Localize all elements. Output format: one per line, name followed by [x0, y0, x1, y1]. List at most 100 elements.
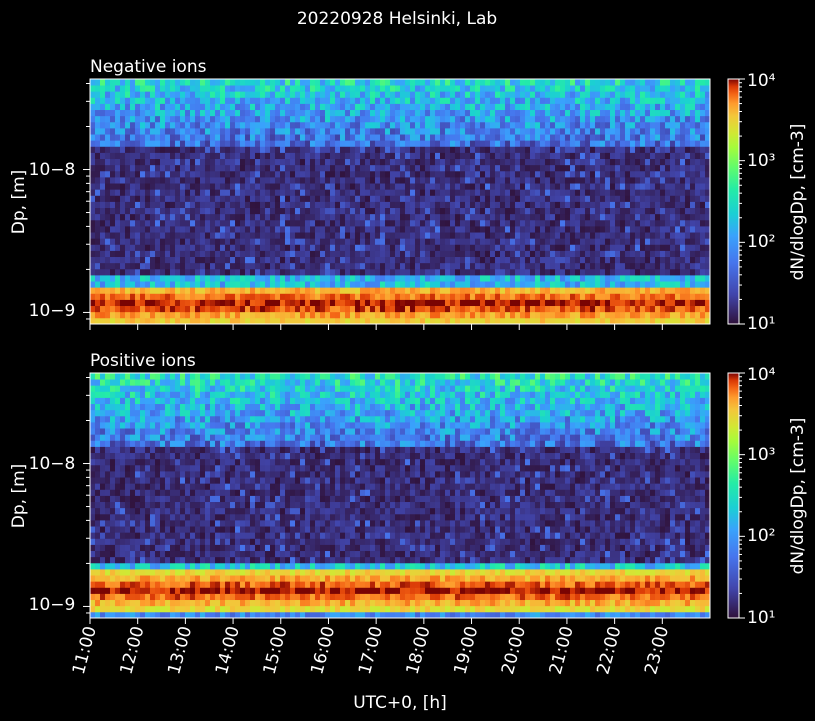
heatmap-cell [550, 268, 556, 276]
heatmap-cell [105, 201, 111, 209]
heatmap-cell [470, 281, 476, 288]
heatmap-cell [205, 207, 211, 215]
heatmap-cell [615, 103, 621, 111]
heatmap-cell [200, 158, 206, 166]
heatmap-cell [155, 152, 161, 160]
heatmap-cell [655, 256, 661, 264]
heatmap-cell [380, 207, 386, 215]
heatmap-cell [115, 152, 121, 160]
heatmap-cell [365, 256, 371, 264]
heatmap-cell [350, 164, 356, 172]
heatmap-cell [120, 103, 126, 111]
heatmap-cell [570, 226, 576, 233]
heatmap-cell [700, 305, 706, 313]
heatmap-cell [310, 281, 316, 288]
heatmap-cell [660, 311, 666, 319]
heatmap-cell [635, 268, 641, 276]
heatmap-cell [675, 103, 681, 111]
heatmap-cell [500, 311, 506, 319]
heatmap-cell [210, 134, 216, 141]
heatmap-cell [680, 201, 686, 209]
heatmap-cell [190, 207, 196, 215]
heatmap-cell [280, 226, 286, 233]
heatmap-cell [125, 109, 131, 117]
heatmap-cell [515, 183, 521, 190]
heatmap-cell [160, 207, 166, 215]
heatmap-cell [650, 109, 656, 117]
heatmap-cell [705, 201, 711, 209]
heatmap-cell [355, 134, 361, 141]
heatmap-cell [595, 207, 601, 215]
heatmap-cell [520, 146, 526, 153]
heatmap-cell [465, 244, 471, 251]
heatmap-cell [140, 177, 146, 184]
heatmap-cell [365, 268, 371, 276]
heatmap-cell [415, 103, 421, 111]
heatmap-cell [200, 177, 206, 184]
heatmap-cell [615, 299, 621, 307]
heatmap-cell [210, 170, 216, 178]
heatmap-cell [115, 305, 121, 313]
heatmap-cell [480, 238, 486, 245]
heatmap-cell [265, 201, 271, 209]
heatmap-cell [405, 262, 411, 270]
heatmap-cell [605, 79, 611, 86]
heatmap-cell [370, 158, 376, 166]
heatmap-cell [240, 115, 246, 123]
heatmap-cell [530, 103, 536, 111]
heatmap-cell [415, 109, 421, 117]
heatmap-cell [220, 85, 226, 92]
heatmap-cell [625, 219, 631, 227]
heatmap-cell [585, 128, 591, 135]
heatmap-cell [175, 262, 181, 270]
heatmap-cell [150, 281, 156, 288]
heatmap-cell [485, 232, 491, 239]
heatmap-cell [130, 79, 136, 86]
heatmap-cell [340, 170, 346, 178]
heatmap-cell [90, 256, 96, 264]
heatmap-cell [690, 226, 696, 233]
heatmap-cell [635, 311, 641, 319]
heatmap-cell [540, 201, 546, 209]
heatmap-cell [345, 219, 351, 227]
heatmap-cell [145, 134, 151, 141]
heatmap-cell [320, 128, 326, 135]
heatmap-cell [655, 201, 661, 209]
heatmap-cell [265, 109, 271, 117]
heatmap-cell [410, 128, 416, 135]
heatmap-cell [650, 164, 656, 172]
heatmap-cell [155, 140, 161, 147]
heatmap-cell [475, 299, 481, 307]
heatmap-cell [625, 128, 631, 135]
heatmap-cell [475, 256, 481, 264]
heatmap-cell [355, 164, 361, 172]
heatmap-cell [240, 170, 246, 178]
heatmap-cell [505, 91, 511, 98]
heatmap-cell [595, 201, 601, 209]
heatmap-cell [560, 213, 566, 221]
heatmap-cell [315, 219, 321, 227]
heatmap-cell [625, 103, 631, 111]
heatmap-cell [630, 183, 636, 190]
heatmap-cell [490, 91, 496, 98]
heatmap-cell [265, 293, 271, 300]
heatmap-cell [130, 128, 136, 135]
heatmap-cell [650, 250, 656, 258]
heatmap-cell [405, 281, 411, 288]
heatmap-cell [405, 305, 411, 313]
heatmap-cell [545, 256, 551, 264]
heatmap-cell [685, 293, 691, 300]
heatmap-cell [540, 170, 546, 178]
heatmap-cell [330, 195, 336, 202]
heatmap-cell [150, 79, 156, 86]
heatmap-cell [290, 311, 296, 319]
heatmap-cell [240, 305, 246, 313]
heatmap-cell [315, 189, 321, 196]
heatmap-cell [295, 201, 301, 209]
heatmap-cell [565, 115, 571, 123]
heatmap-cell [170, 238, 176, 245]
heatmap-cell [485, 152, 491, 160]
heatmap-cell [575, 275, 581, 282]
heatmap-cell [510, 244, 516, 251]
heatmap-cell [380, 244, 386, 251]
